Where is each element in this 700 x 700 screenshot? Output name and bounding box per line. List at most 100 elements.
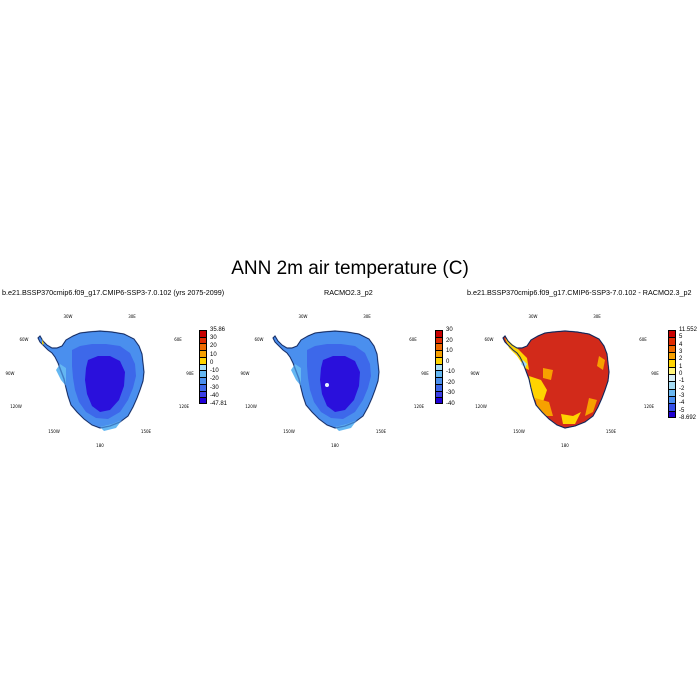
colorbar-tick-label: -3 [679, 393, 685, 399]
colorbar-swatch [435, 377, 443, 384]
lon-label: 60W [484, 337, 493, 342]
colorbar-swatch [435, 350, 443, 357]
coastline-halo [37, 330, 145, 429]
colorbar-tick-label: -20 [210, 376, 219, 383]
colorbar-tick-label: -10 [446, 369, 455, 376]
colorbar-swatch [668, 344, 676, 352]
lon-label: 90E [421, 371, 429, 376]
colorbar-tick-label: 5 [679, 334, 683, 341]
colorbar-swatch [668, 337, 676, 345]
colorbar-swatch [668, 396, 676, 404]
colorbar-tick-label: 20 [446, 337, 453, 344]
anomaly-spot [325, 383, 329, 387]
colorbar-tick-label: 20 [210, 343, 217, 350]
colorbar-swatch [435, 336, 443, 344]
lon-label: 120W [245, 404, 257, 409]
colorbar-swatch [668, 359, 676, 367]
panel-title: b.e21.BSSP370cmip6.f09_g17.CMIP6-SSP3-7.… [467, 288, 692, 297]
colorbar-tick-label: -20 [446, 379, 455, 386]
colorbar-swatch [668, 388, 676, 396]
figure-title: ANN 2m air temperature (C) [231, 258, 469, 279]
lon-label: 30E [128, 314, 136, 319]
colorbar-swatch [199, 377, 207, 384]
lon-label: 30W [63, 314, 72, 319]
colorbar-tick-label: 2 [679, 356, 683, 363]
lon-label: 90E [186, 371, 194, 376]
lon-label: 150W [513, 429, 525, 434]
colorbar-tick-label: -47.81 [210, 401, 228, 407]
lon-label: 120E [644, 404, 655, 409]
lon-label: 150E [376, 429, 387, 434]
lon-label: 150W [48, 429, 60, 434]
lon-label: 30E [363, 314, 371, 319]
lon-label: 30W [298, 314, 307, 319]
colorbar-swatch [199, 363, 207, 371]
lon-label: 60W [254, 337, 263, 342]
colorbar-tick-label: 0 [679, 371, 683, 377]
coastline-halo [272, 330, 380, 429]
colorbar-swatch [435, 383, 443, 391]
colorbar-tick-label: -1 [679, 378, 685, 385]
colorbar-tick-label: 10 [210, 351, 217, 358]
anomaly-field [535, 398, 553, 416]
colorbar-frame [435, 330, 443, 404]
lon-label: 90W [470, 371, 479, 376]
lon-label: 120E [414, 404, 425, 409]
colorbar-tick-label: -4 [679, 400, 685, 407]
lon-label: 90W [240, 371, 249, 376]
colorbar-tick-label: -30 [210, 384, 219, 391]
plateau-field [320, 356, 360, 412]
lon-label: 60E [639, 337, 647, 342]
antarctica-map: 30W 30E 60W 60E 90W 90E 120W 120E 150W 150E 180 [5, 314, 194, 448]
colorbar-tick-label: 0 [210, 359, 214, 366]
colorbar-swatch [668, 381, 676, 389]
colorbar-tick-label: 11.552 [679, 327, 697, 333]
colorbar-swatch [199, 370, 207, 378]
colorbar-swatch [435, 390, 443, 398]
coastline-halo [502, 330, 610, 429]
colorbar-swatch [199, 397, 207, 404]
colorbar-tick-label: 0 [446, 358, 450, 365]
colorbar-swatch [199, 343, 207, 351]
colorbar-swatch [199, 390, 207, 398]
colorbar-tick-label: -40 [210, 392, 219, 399]
lon-label: 120W [10, 404, 22, 409]
anomaly-field [561, 412, 581, 424]
antarctica-map: 30W 30E 60W 60E 90W 90E 120W 120E 150W 150E 180 [240, 314, 429, 448]
colorbar-swatch [199, 356, 207, 364]
panel-title: b.e21.BSSP370cmip6.f09_g17.CMIP6-SSP3-7.… [2, 288, 225, 297]
ice-shelf-field [291, 364, 301, 386]
colorbar-swatch [435, 397, 443, 404]
lon-label: 60E [409, 337, 417, 342]
colorbar-frame [199, 330, 207, 404]
lon-label: 120W [475, 404, 487, 409]
colorbar-tick-label: 3 [679, 349, 683, 355]
colorbar-swatch [668, 410, 676, 418]
lon-label: 120E [179, 404, 190, 409]
antarctica-map: 30W 30E 60W 60E 90W 90E 120W 120E 150W 150E 180 [470, 314, 659, 448]
anomaly-field [543, 368, 553, 380]
lon-label: 90W [5, 371, 14, 376]
lon-label: 180 [561, 443, 569, 448]
continent-field [502, 330, 610, 429]
lon-label: 30W [528, 314, 537, 319]
colorbar-tick-label: -30 [446, 390, 455, 397]
colorbar-tick-label: 1 [679, 363, 683, 370]
plateau-field [85, 356, 125, 412]
colorbar-tick-label: -10 [210, 368, 219, 375]
colorbar-swatch [668, 352, 676, 360]
lon-label: 60W [19, 337, 28, 342]
anomaly-field [597, 356, 605, 370]
colorbar-swatch [435, 370, 443, 378]
colorbar-swatch [668, 366, 676, 374]
colorbar-tick-label: 10 [446, 348, 453, 355]
lon-label: 60E [174, 337, 182, 342]
lon-label: 150E [606, 429, 617, 434]
colorbar-tick-label: -40 [446, 401, 455, 407]
lon-label: 150W [283, 429, 295, 434]
colorbar-swatch [435, 343, 443, 351]
colorbar-swatch [199, 350, 207, 357]
lon-label: 180 [331, 443, 339, 448]
colorbar-swatch [435, 363, 443, 371]
colorbar-tick-label: 35.86 [210, 327, 226, 333]
